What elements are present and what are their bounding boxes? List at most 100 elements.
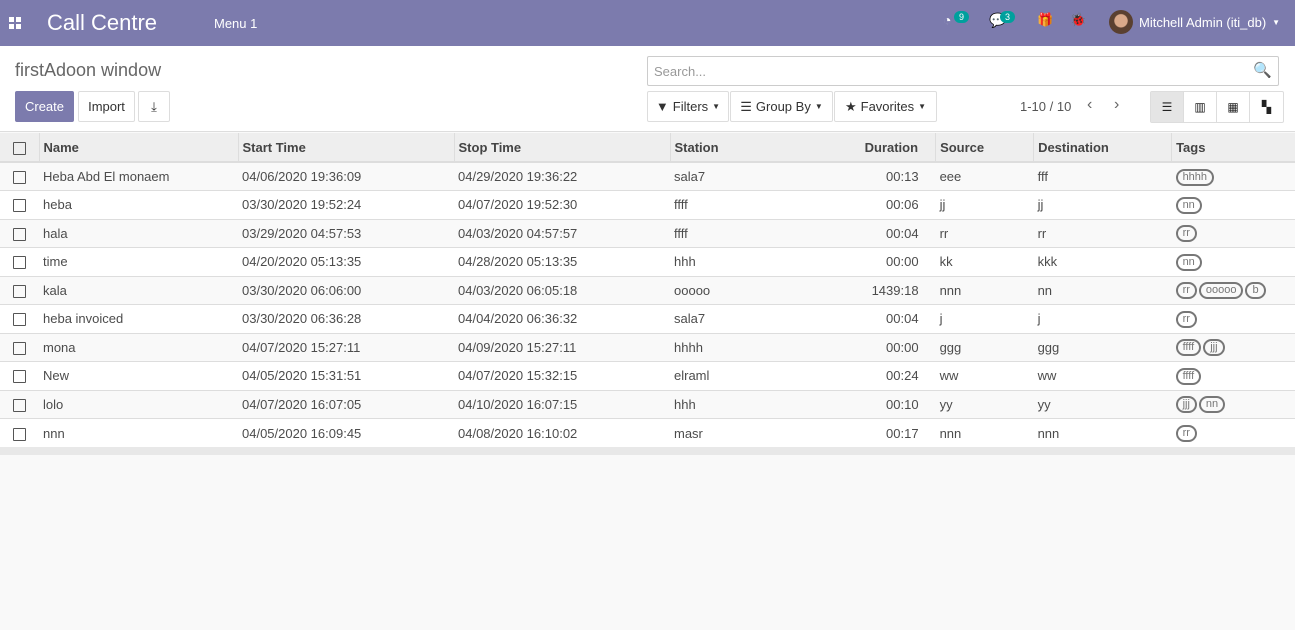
tag-badge: nn [1175,196,1202,214]
user-menu[interactable]: Mitchell Admin (iti_db) ▼ [1109,10,1280,34]
table-row[interactable]: heba 03/30/2020 19:52:24 04/07/2020 19:52:… [0,190,1295,219]
download-icon[interactable]: ⤓ [138,91,170,122]
col-station[interactable]: Station Duration [669,133,936,163]
cell-tags: nn [1171,247,1295,276]
col-duration[interactable]: Duration [864,139,919,155]
col-name[interactable]: Name [38,133,238,163]
activity-icon[interactable]: ◔ 9 [943,11,970,28]
graph-view-icon[interactable]: ▥ [1184,92,1217,122]
navbar: Call Centre Menu 1 ◔ 9 💬 3 🎁 🐞 Mitchell Ad… [0,0,1295,46]
tag-badge: ffff [1175,339,1202,357]
cell-source: yy [935,389,1034,419]
row-checkbox[interactable] [0,218,39,248]
row-checkbox[interactable] [0,389,39,419]
view-switcher: ☰ ▥ ▦ ▚ [1150,91,1284,123]
row-checkbox[interactable] [0,247,39,276]
filters-button[interactable]: ▼ Filters ▼ [647,91,729,122]
table-row[interactable]: nnn 04/05/2020 16:09:45 04/08/2020 16:10:0… [0,418,1295,447]
table-row[interactable]: Heba Abd El monaem 04/06/2020 19:36:09 04/… [0,161,1295,191]
cell-duration: 00:00 [769,332,936,362]
row-checkbox[interactable] [0,332,39,362]
col-tags[interactable]: Tags [1171,133,1295,163]
cell-tags: rr ooooo b [1171,275,1295,305]
cell-name: heba invoiced [39,304,238,333]
cell-tags: rr [1171,218,1295,248]
cell-start-time: 03/30/2020 06:36:28 [238,304,454,333]
row-checkbox[interactable] [0,418,39,447]
cell-source: kk [935,247,1034,276]
messages-icon[interactable]: 💬 3 [989,11,1016,29]
cell-tags: rr [1171,304,1295,333]
search-input[interactable]: Search... 🔍 [647,56,1279,86]
search-icon[interactable]: 🔍 [1253,62,1272,79]
table-row[interactable]: time 04/20/2020 05:13:35 04/28/2020 05:13:… [0,247,1295,276]
list-view-icon[interactable]: ☰ [1151,92,1184,122]
cell-station: hhhh [670,332,769,362]
app-name[interactable]: Call Centre [47,10,158,35]
pager-next-icon[interactable]: › [1114,96,1120,113]
row-checkbox[interactable] [0,275,39,305]
cell-name: Heba Abd El monaem [39,161,238,191]
cell-duration: 00:13 [769,161,936,191]
apps-menu-icon[interactable] [9,17,21,29]
col-start-time[interactable]: Start Time [237,133,454,163]
page-title: firstAdoon window [15,60,162,80]
cell-station: elraml [670,361,769,390]
cell-source: nnn [935,275,1034,305]
favorites-button[interactable]: ★ Favorites ▼ [834,91,937,122]
col-destination[interactable]: Destination [1033,133,1172,163]
cell-duration: 00:10 [769,389,936,419]
cell-stop-time: 04/08/2020 16:10:02 [454,418,670,447]
table-row[interactable]: hala 03/29/2020 04:57:53 04/03/2020 04:57:… [0,218,1295,248]
row-checkbox[interactable] [0,190,39,219]
caret-icon: ▼ [712,102,721,111]
cell-destination: j [1033,304,1172,333]
kanban-view-icon[interactable]: ▚ [1261,100,1272,114]
cell-destination: fff [1033,161,1172,191]
col-stop-time[interactable]: Stop Time [453,133,670,163]
cell-stop-time: 04/04/2020 06:36:32 [454,304,670,333]
cell-stop-time: 04/03/2020 06:05:18 [454,275,670,305]
row-checkbox[interactable] [0,361,39,390]
tag-badge: rr [1175,225,1197,243]
table-row[interactable]: New 04/05/2020 15:31:51 04/07/2020 15:32:1… [0,361,1295,390]
group-by-button[interactable]: ☰ Group By ▼ [730,91,833,122]
user-name: Mitchell Admin (iti_db) [1139,14,1267,30]
cell-start-time: 04/06/2020 19:36:09 [238,161,454,191]
cell-start-time: 04/05/2020 16:09:45 [238,418,454,447]
cell-duration: 00:04 [769,304,936,333]
cell-tags: jjj nn [1171,389,1295,419]
cell-name: hala [39,218,238,248]
row-checkbox[interactable] [0,304,39,333]
cell-stop-time: 04/07/2020 15:32:15 [454,361,670,390]
cell-duration: 00:06 [769,190,936,219]
menu-1[interactable]: Menu 1 [214,16,258,31]
select-all-checkbox[interactable] [0,133,39,163]
horizontal-scrollbar[interactable] [0,447,1295,455]
cell-duration: 1439:18 [769,275,936,305]
control-panel: firstAdoon window Create Import ⤓ Search… [0,46,1295,132]
pager-value[interactable]: 1-10 / 10 [1020,99,1072,114]
filter-icon: ▼ [655,99,669,114]
cell-name: heba [39,190,238,219]
cell-source: jj [935,190,1034,219]
col-source[interactable]: Source [935,133,1034,163]
table-row[interactable]: kala 03/30/2020 06:06:00 04/03/2020 06:05:… [0,275,1295,305]
cell-tags: ffff [1171,361,1295,390]
pager-previous-icon[interactable]: ‹ [1087,96,1093,113]
create-button[interactable]: Create [15,91,74,122]
gift-icon[interactable]: 🎁 [1037,12,1054,27]
table-row[interactable]: mona 04/07/2020 15:27:11 04/09/2020 15:27:… [0,332,1295,362]
calendar-view-icon[interactable]: ▦ [1217,92,1250,122]
bug-icon[interactable]: 🐞 [1070,12,1087,27]
cell-destination: ww [1033,361,1172,390]
import-button[interactable]: Import [78,91,135,122]
tag-badge: nn [1175,253,1202,271]
cell-source: ww [935,361,1034,390]
group-by-label: Group By [755,99,811,114]
cell-destination: nnn [1033,418,1172,447]
row-checkbox[interactable] [0,161,39,191]
avatar [1109,10,1133,34]
table-row[interactable]: lolo 04/07/2020 16:07:05 04/10/2020 16:07:… [0,389,1295,419]
table-row[interactable]: heba invoiced 03/30/2020 06:36:28 04/04/20… [0,304,1295,333]
